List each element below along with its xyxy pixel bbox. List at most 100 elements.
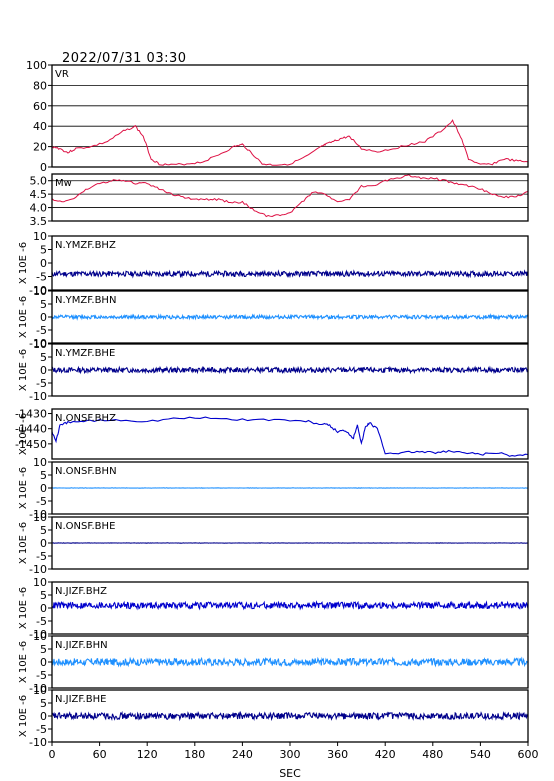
y-axis-label: X 10E -6 <box>18 587 29 629</box>
y-tick-label: 10 <box>33 576 47 589</box>
x-tick-label: 480 <box>422 748 443 761</box>
y-tick-label: -10 <box>29 563 47 576</box>
x-tick-label: 420 <box>375 748 396 761</box>
y-axis-label: X 10E -6 <box>18 522 29 564</box>
y-tick-label: 3.5 <box>30 215 48 228</box>
y-tick-label: 0 <box>40 364 47 377</box>
y-tick-label: 0 <box>40 311 47 324</box>
y-tick-label: 5 <box>40 351 47 364</box>
y-tick-label: 5 <box>40 524 47 537</box>
panel-vr: 0 20 40 60 80 100 VR <box>26 59 529 174</box>
panel-title: N.JIZF.BHE <box>55 694 106 705</box>
series-line-ymzf-bhe <box>51 365 529 375</box>
y-tick-label: 0 <box>40 656 47 669</box>
x-tick-label: 240 <box>232 748 253 761</box>
y-tick-label: 100 <box>26 59 47 72</box>
y-tick-label: 0 <box>40 482 47 495</box>
panel-frame <box>51 64 529 168</box>
figure-timestamp: 2022/07/31 03:30 <box>62 51 187 66</box>
panel-mw: 3.54.04.55.0 Mw <box>30 173 529 228</box>
x-axis-label: SEC <box>279 767 301 780</box>
y-tick-label: 5 <box>40 643 47 656</box>
y-tick-label: 4.0 <box>30 202 48 215</box>
panel-frame <box>51 173 529 222</box>
panel-title: N.JIZF.BHN <box>55 640 108 651</box>
y-tick-label: 5 <box>40 697 47 710</box>
y-axis-label: X 10E -6 <box>18 413 29 455</box>
y-tick-label: 20 <box>33 141 47 154</box>
x-tick-label: 540 <box>470 748 491 761</box>
series-line-ymzf-bhn <box>51 313 529 321</box>
y-tick-label: -1450 <box>15 438 47 451</box>
y-tick-label: 10 <box>33 285 47 298</box>
y-tick-label: 80 <box>33 79 47 92</box>
series-line-onsf-bhz <box>51 416 529 457</box>
y-axis-label: X 10E -6 <box>18 695 29 737</box>
y-tick-label: 5.0 <box>30 175 48 188</box>
y-tick-label: 5 <box>40 244 47 257</box>
panel-title: N.ONSF.BHE <box>55 521 115 532</box>
x-tick-label: 0 <box>49 748 56 761</box>
y-tick-label: 0 <box>40 537 47 550</box>
y-tick-label: 0 <box>40 257 47 270</box>
y-tick-label: 10 <box>33 511 47 524</box>
y-tick-label: -5 <box>36 723 47 736</box>
panel-title: N.ONSF.BHZ <box>55 413 116 424</box>
y-tick-label: -1430 <box>15 408 47 421</box>
y-tick-label: 10 <box>33 684 47 697</box>
y-tick-label: 10 <box>33 630 47 643</box>
y-axis-label: X 10E -6 <box>18 349 29 391</box>
y-tick-label: -5 <box>36 377 47 390</box>
y-tick-label: -10 <box>29 337 47 350</box>
y-tick-label: 5 <box>40 589 47 602</box>
y-tick-label: 5 <box>40 469 47 482</box>
y-axis-label: X 10E -6 <box>18 467 29 509</box>
panel-title: N.YMZF.BHZ <box>55 240 116 251</box>
y-tick-label: -10 <box>29 628 47 641</box>
x-tick-label: 120 <box>137 748 158 761</box>
y-axis-label: X 10E -6 <box>18 242 29 284</box>
y-tick-label: 4.5 <box>30 188 48 201</box>
y-tick-label: 5 <box>40 298 47 311</box>
y-tick-label: -5 <box>36 324 47 337</box>
y-axis-label: X 10E -6 <box>18 641 29 683</box>
panel-title: VR <box>55 69 69 80</box>
y-tick-label: 60 <box>33 100 47 113</box>
y-tick-label: -5 <box>36 615 47 628</box>
x-tick-label: 180 <box>184 748 205 761</box>
panel-title: Mw <box>55 178 72 189</box>
y-tick-label: -10 <box>29 390 47 403</box>
x-tick-label: 60 <box>93 748 107 761</box>
panel-title: N.YMZF.BHN <box>55 295 116 306</box>
x-tick-label: 600 <box>518 748 539 761</box>
y-tick-label: -10 <box>29 508 47 521</box>
series-line-vr <box>51 119 529 166</box>
panel-frame <box>51 408 529 460</box>
y-tick-label: 10 <box>33 230 47 243</box>
x-tick-label: 360 <box>327 748 348 761</box>
panel-title: N.JIZF.BHZ <box>55 586 107 597</box>
y-tick-label: 10 <box>33 338 47 351</box>
y-tick-label: -10 <box>29 682 47 695</box>
y-tick-label: 0 <box>40 710 47 723</box>
series-line-ymzf-bhz <box>51 269 529 279</box>
y-tick-label: 10 <box>33 456 47 469</box>
x-axis: 0 60 120 180 240 300 360 420 480 540 600 <box>49 742 539 761</box>
y-tick-label: 40 <box>33 120 47 133</box>
y-tick-label: -5 <box>36 550 47 563</box>
x-tick-label: 300 <box>280 748 301 761</box>
series-line-jizf-bhe <box>51 710 529 722</box>
y-axis-label: X 10E -6 <box>18 296 29 338</box>
panel-onsf-bhz: -1450 -1440 -1430 N.ONSF.BHZ X 10E -6 <box>15 408 529 460</box>
y-tick-label: -5 <box>36 495 47 508</box>
y-tick-label: 0 <box>40 602 47 615</box>
series-line-jizf-bhn <box>51 656 529 668</box>
